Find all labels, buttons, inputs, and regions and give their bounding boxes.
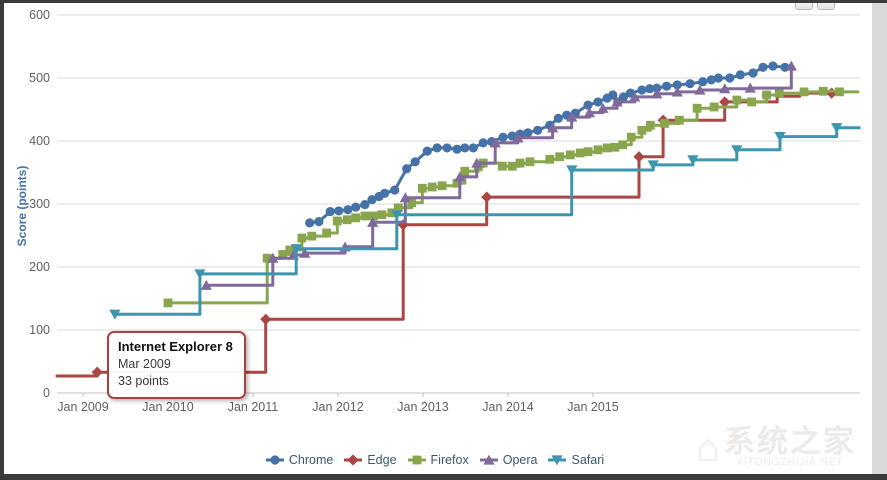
- x-axis-label: Jan 2009: [57, 400, 109, 414]
- export-button[interactable]: [817, 0, 835, 10]
- legend-marker-circle-icon: [265, 455, 284, 465]
- legend-item-opera[interactable]: Opera: [479, 453, 538, 467]
- chart-plot[interactable]: [4, 3, 870, 474]
- x-axis-label: Jan 2010: [142, 400, 194, 414]
- legend-marker-diamond-icon: [344, 454, 363, 466]
- x-axis-label: Jan 2011: [227, 400, 279, 414]
- tooltip-date: Mar 2009: [118, 357, 171, 371]
- legend: Chrome Edge Firefox Opera Safari: [4, 453, 866, 467]
- tooltip-points: 33 points: [118, 374, 169, 388]
- x-axis-label: Jan 2014: [482, 400, 534, 414]
- legend-label: Edge: [367, 453, 397, 467]
- legend-label: Chrome: [288, 453, 334, 467]
- legend-item-edge[interactable]: Edge: [344, 453, 397, 467]
- series-safari[interactable]: [109, 123, 861, 320]
- legend-label: Safari: [571, 453, 605, 467]
- window-border-top: [0, 0, 887, 3]
- legend-marker-square-icon: [407, 455, 426, 465]
- window-border-bottom: [0, 474, 887, 480]
- y-axis-label: 300: [29, 197, 50, 211]
- y-axis-label: 600: [29, 8, 50, 22]
- watermark-subtext: XITONGZHIJIA.NET: [736, 457, 844, 468]
- y-axis-label: 500: [29, 71, 50, 85]
- legend-item-safari[interactable]: Safari: [548, 453, 604, 467]
- window-border-left: [0, 0, 4, 480]
- tooltip-title: Internet Explorer 8: [118, 339, 233, 354]
- watermark: ⌂ 系统之家 XITONGZHIJIA.NET: [695, 424, 856, 470]
- y-axis-label: 0: [43, 386, 50, 400]
- y-axis-label: 200: [29, 260, 50, 274]
- legend-label: Firefox: [430, 453, 469, 467]
- legend-item-firefox[interactable]: Firefox: [407, 453, 469, 467]
- y-axis-label: 400: [29, 134, 50, 148]
- watermark-text: 系统之家: [724, 424, 856, 459]
- scrollbar[interactable]: [870, 3, 887, 474]
- house-icon: ⌂: [695, 425, 720, 470]
- series-chrome[interactable]: [305, 61, 790, 228]
- y-axis-label: 100: [29, 323, 50, 337]
- legend-item-chrome[interactable]: Chrome: [265, 453, 334, 467]
- legend-label: Opera: [502, 453, 538, 467]
- x-axis-label: Jan 2013: [397, 400, 449, 414]
- legend-marker-triangle-down-icon: [548, 455, 567, 466]
- tooltip: Internet Explorer 8 Mar 2009 33 points: [107, 331, 246, 399]
- x-axis-label: Jan 2015: [567, 400, 619, 414]
- print-button[interactable]: [795, 0, 813, 10]
- legend-marker-triangle-up-icon: [479, 454, 498, 465]
- chart-container: Score (points) 600 500 400 300 200 100 0 Jan 2…: [4, 0, 870, 474]
- x-axis-label: Jan 2012: [312, 400, 364, 414]
